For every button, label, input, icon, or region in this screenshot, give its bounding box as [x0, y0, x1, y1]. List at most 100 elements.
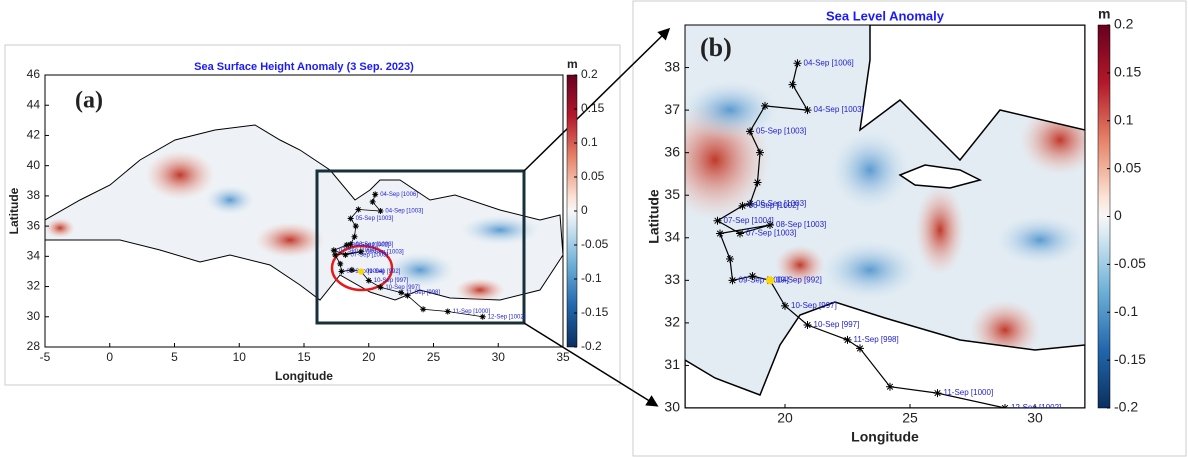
y-tick-label: 36: [664, 143, 680, 159]
colorbar-tick-label: 0.2: [581, 67, 598, 81]
track-point: [352, 223, 359, 230]
track-point: [420, 306, 427, 313]
zoom-arrow: [523, 322, 659, 407]
track-point: [377, 208, 384, 214]
y-tick-label: 34: [664, 228, 680, 244]
x-axis-label: Longitude: [851, 429, 919, 445]
panel-b-field: [685, 25, 1085, 408]
y-tick-label: 46: [27, 67, 41, 81]
track-point: [713, 216, 722, 225]
y-tick-label: 44: [27, 97, 41, 111]
colorbar-tick-label: 0.05: [1114, 159, 1141, 175]
track-label: 07-Sep [1004]: [724, 216, 774, 225]
x-tick-label: 10: [233, 350, 247, 364]
x-tick-label: 25: [427, 350, 441, 364]
track-label: 06-Sep [1003]: [756, 199, 806, 208]
track-label: 10-Sep [997]: [814, 320, 860, 329]
track-point: [348, 266, 355, 273]
track-point: [781, 301, 789, 310]
track-label: 04-Sep [1003]: [814, 105, 864, 114]
y-tick-label: 32: [27, 279, 41, 293]
track-point: [347, 241, 354, 248]
colorbar-tick-label: 0.15: [1114, 64, 1141, 80]
x-tick-label: -5: [40, 350, 51, 364]
track-point: [803, 106, 812, 115]
track-point: [372, 191, 379, 198]
y-axis-label: Latitude: [646, 189, 662, 244]
track-point: [338, 268, 345, 275]
x-tick-label: 30: [492, 350, 506, 364]
x-tick-label: 15: [297, 350, 311, 364]
track-point: [756, 148, 764, 157]
track-point: [365, 277, 372, 284]
track-point: [738, 201, 747, 210]
colorbar-tick-label: -0.15: [1114, 351, 1146, 367]
track-point: [398, 289, 405, 296]
colorbar-tick-label: -0.05: [1114, 255, 1146, 271]
track-point: [728, 276, 737, 285]
y-tick-label: 30: [664, 399, 680, 415]
colorbar-tick-label: -0.1: [581, 271, 602, 285]
storm-track: 04-Sep [1006]04-Sep [1003]05-Sep [1003]0…: [330, 191, 526, 320]
track-point: [766, 276, 774, 285]
track-label: 04-Sep [1006]: [804, 58, 854, 67]
track-point: [351, 233, 358, 240]
panel-a-field: [45, 124, 563, 302]
track-point: [355, 206, 362, 213]
track-label: 05-Sep [1003]: [756, 126, 806, 135]
y-tick-label: 36: [27, 218, 41, 232]
y-tick-label: 28: [27, 339, 41, 353]
track-label: 10-Sep [997]: [791, 301, 837, 310]
zoom-box: [315, 169, 526, 325]
y-tick-label: 33: [664, 271, 680, 287]
plot-frame: [684, 24, 1086, 409]
track-label: 08-Sep [1003]: [776, 220, 826, 229]
colorbar-tick-label: 0.15: [581, 101, 605, 115]
zoom-arrow: [523, 27, 671, 172]
track-label: 08-Sep [1003]: [366, 249, 404, 255]
track-label: 07-Sep [1003]: [350, 252, 388, 258]
track-point: [337, 260, 344, 267]
track-label: 10-Sep [997]: [385, 285, 420, 291]
colorbar-label: m: [567, 57, 578, 71]
track-point: [726, 255, 734, 264]
storm-track: 04-Sep [1006] 04-Sep [1003] 05-Sep [1003] 0…: [713, 58, 1061, 412]
colorbar-tick-label: 0.1: [581, 135, 598, 149]
track-label: 12-Sep [1002]: [1011, 403, 1061, 412]
y-tick-label: 38: [27, 188, 41, 202]
track-label: 06-Sep [1003]: [356, 242, 394, 248]
y-tick-label: 42: [27, 128, 41, 142]
track-point: [748, 272, 757, 281]
track-point: [444, 308, 451, 315]
track-point: [357, 248, 364, 255]
x-tick-label: 20: [777, 410, 793, 426]
x-tick-label: 5: [171, 350, 178, 364]
track-label: 09-Sep [992]: [366, 269, 401, 275]
x-tick-label: 35: [556, 350, 570, 364]
track-label: 04-Sep [1003]: [385, 209, 423, 215]
track-point: [736, 229, 744, 238]
track-point: [332, 251, 339, 258]
colorbar-tick-label: -0.2: [581, 339, 602, 353]
track-point: [716, 229, 724, 238]
track-point: [753, 178, 762, 187]
y-tick-label: 40: [27, 158, 41, 172]
x-tick-label: 0: [106, 350, 113, 364]
y-tick-label: 32: [664, 314, 680, 330]
track-point: [347, 215, 354, 222]
track-label: 09-Sep [1004]: [739, 275, 789, 284]
panel-label: (a): [75, 88, 103, 114]
track-label: 11-Sep [1000]: [453, 309, 491, 315]
chart-title: Sea Level Anomaly: [826, 8, 945, 23]
colorbar-tick-label: 0.1: [1114, 111, 1134, 127]
track-point: [369, 198, 376, 205]
track-label: 10-Sep [997]: [374, 278, 409, 284]
y-tick-label: 31: [664, 356, 680, 372]
track-label: 12-Sep [1002]: [488, 314, 526, 320]
track-label: 06-Sep [1002]: [749, 201, 799, 210]
track-point: [404, 292, 411, 299]
track-point: [746, 199, 754, 208]
track-point: [843, 335, 852, 344]
track-point: [788, 80, 797, 89]
track-point: [479, 313, 486, 320]
